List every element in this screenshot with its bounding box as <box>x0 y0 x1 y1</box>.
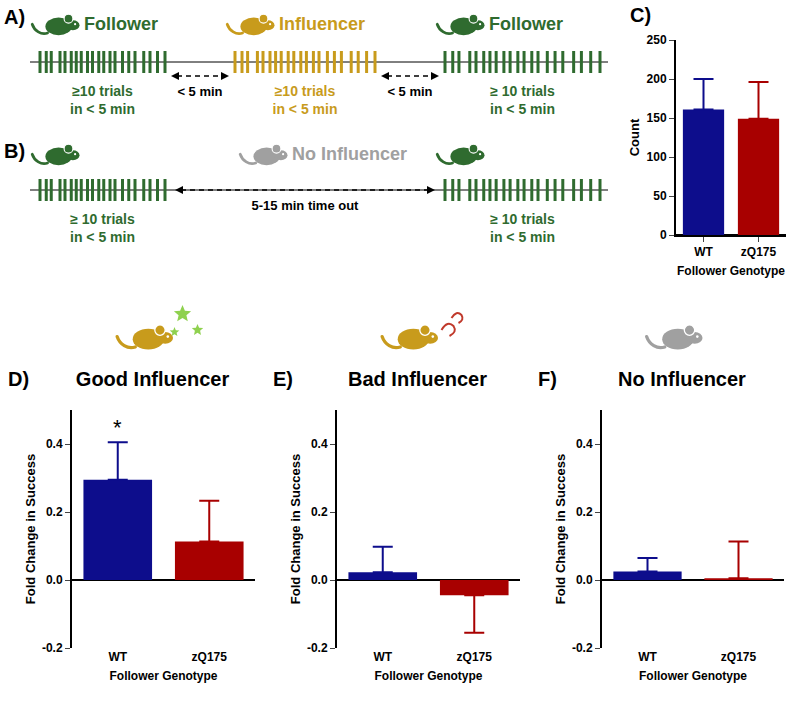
svg-text:-0.2: -0.2 <box>307 641 328 655</box>
svg-text:0.4: 0.4 <box>311 437 328 451</box>
svg-text:Count: Count <box>627 118 642 156</box>
svg-text:zQ175: zQ175 <box>741 245 777 259</box>
svg-text:in < 5 min: in < 5 min <box>70 229 135 245</box>
svg-text:B): B) <box>4 140 25 162</box>
svg-text:in < 5 min: in < 5 min <box>490 101 555 117</box>
svg-text:zQ175: zQ175 <box>457 650 493 664</box>
svg-text:Fold Change in Success: Fold Change in Success <box>23 454 38 604</box>
svg-text:≥ 10 trials: ≥ 10 trials <box>70 211 135 227</box>
svg-text:Follower Genotype: Follower Genotype <box>639 669 747 683</box>
svg-text:0.4: 0.4 <box>46 437 63 451</box>
svg-text:< 5 min: < 5 min <box>177 84 222 99</box>
svg-text:Follower Genotype: Follower Genotype <box>677 264 785 278</box>
svg-text:No Influencer: No Influencer <box>292 144 407 164</box>
svg-text:< 5 min: < 5 min <box>387 84 432 99</box>
svg-text:in < 5 min: in < 5 min <box>273 101 338 117</box>
svg-text:≥10 trials: ≥10 trials <box>275 83 336 99</box>
svg-text:WT: WT <box>373 650 392 664</box>
svg-text:≥10 trials: ≥10 trials <box>72 83 133 99</box>
svg-text:zQ175: zQ175 <box>192 650 228 664</box>
svg-text:D): D) <box>8 368 29 390</box>
svg-text:0.0: 0.0 <box>311 573 328 587</box>
svg-text:*: * <box>113 415 122 440</box>
svg-text:Bad Influencer: Bad Influencer <box>348 368 487 390</box>
svg-text:Fold Change in Success: Fold Change in Success <box>553 454 568 604</box>
svg-text:zQ175: zQ175 <box>721 650 757 664</box>
svg-text:0.2: 0.2 <box>311 505 328 519</box>
svg-text:150: 150 <box>647 111 667 125</box>
svg-text:0.0: 0.0 <box>46 573 63 587</box>
svg-text:50: 50 <box>653 189 667 203</box>
svg-text:Follower Genotype: Follower Genotype <box>374 669 482 683</box>
svg-text:Follower: Follower <box>84 14 158 34</box>
svg-text:Good Influencer: Good Influencer <box>76 368 230 390</box>
svg-text:≥ 10 trials: ≥ 10 trials <box>490 83 555 99</box>
svg-text:A): A) <box>4 6 25 28</box>
svg-text:0.2: 0.2 <box>576 505 593 519</box>
svg-text:in < 5 min: in < 5 min <box>490 229 555 245</box>
svg-text:No Influencer: No Influencer <box>618 368 746 390</box>
svg-text:-0.2: -0.2 <box>572 641 593 655</box>
svg-text:in < 5 min: in < 5 min <box>70 101 135 117</box>
svg-text:F): F) <box>538 368 557 390</box>
svg-text:Influencer: Influencer <box>279 14 365 34</box>
svg-text:WT: WT <box>638 650 657 664</box>
svg-text:0.2: 0.2 <box>46 505 63 519</box>
svg-text:0: 0 <box>660 228 667 242</box>
svg-text:250: 250 <box>647 33 667 47</box>
svg-text:0.0: 0.0 <box>576 573 593 587</box>
svg-text:200: 200 <box>647 72 667 86</box>
svg-text:Follower Genotype: Follower Genotype <box>109 669 217 683</box>
svg-text:5-15 min time out: 5-15 min time out <box>252 198 360 213</box>
svg-text:Follower: Follower <box>489 14 563 34</box>
svg-text:0.4: 0.4 <box>576 437 593 451</box>
svg-text:Fold Change in Success: Fold Change in Success <box>288 454 303 604</box>
svg-text:-0.2: -0.2 <box>42 641 63 655</box>
html-text:C): C) <box>630 4 652 26</box>
svg-text:100: 100 <box>647 150 667 164</box>
svg-text:≥ 10 trials: ≥ 10 trials <box>490 211 555 227</box>
svg-text:WT: WT <box>108 650 127 664</box>
svg-text:WT: WT <box>694 245 713 259</box>
svg-text:E): E) <box>273 368 293 390</box>
